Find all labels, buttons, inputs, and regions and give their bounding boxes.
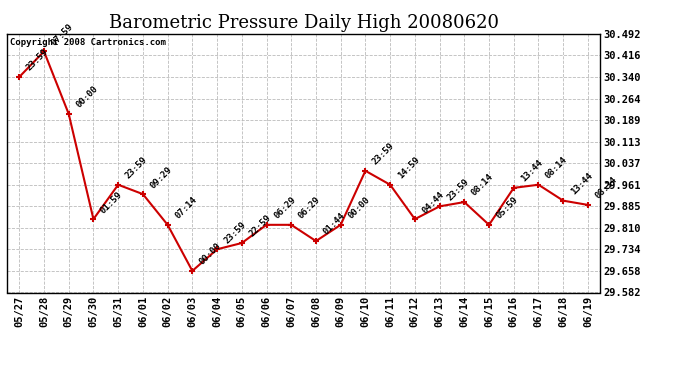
Text: 00:00: 00:00: [75, 84, 99, 110]
Text: 04:44: 04:44: [420, 190, 446, 215]
Text: 00:00: 00:00: [198, 242, 224, 267]
Text: 06:29: 06:29: [272, 195, 297, 220]
Text: 13:44: 13:44: [520, 158, 544, 184]
Text: 01:44: 01:44: [322, 211, 347, 237]
Text: 23:59: 23:59: [371, 141, 396, 166]
Text: 09:29: 09:29: [148, 165, 174, 190]
Text: 13:44: 13:44: [569, 171, 594, 196]
Text: 08:14: 08:14: [593, 176, 619, 201]
Text: 14:59: 14:59: [395, 155, 421, 181]
Title: Barometric Pressure Daily High 20080620: Barometric Pressure Daily High 20080620: [108, 14, 499, 32]
Text: 23:59: 23:59: [25, 47, 50, 73]
Text: 22:59: 22:59: [247, 213, 273, 239]
Text: Copyright 2008 Cartronics.com: Copyright 2008 Cartronics.com: [10, 38, 166, 46]
Text: 07:14: 07:14: [173, 195, 199, 220]
Text: 23:59: 23:59: [223, 220, 248, 245]
Text: 08:14: 08:14: [544, 155, 569, 181]
Text: 08:14: 08:14: [470, 172, 495, 198]
Text: 23:59: 23:59: [445, 177, 471, 202]
Text: 01:59: 01:59: [99, 190, 124, 215]
Text: 05:59: 05:59: [495, 195, 520, 220]
Text: 06:29: 06:29: [297, 195, 322, 220]
Text: 07:59: 07:59: [50, 22, 75, 47]
Text: 23:59: 23:59: [124, 155, 149, 181]
Text: 00:00: 00:00: [346, 195, 372, 220]
